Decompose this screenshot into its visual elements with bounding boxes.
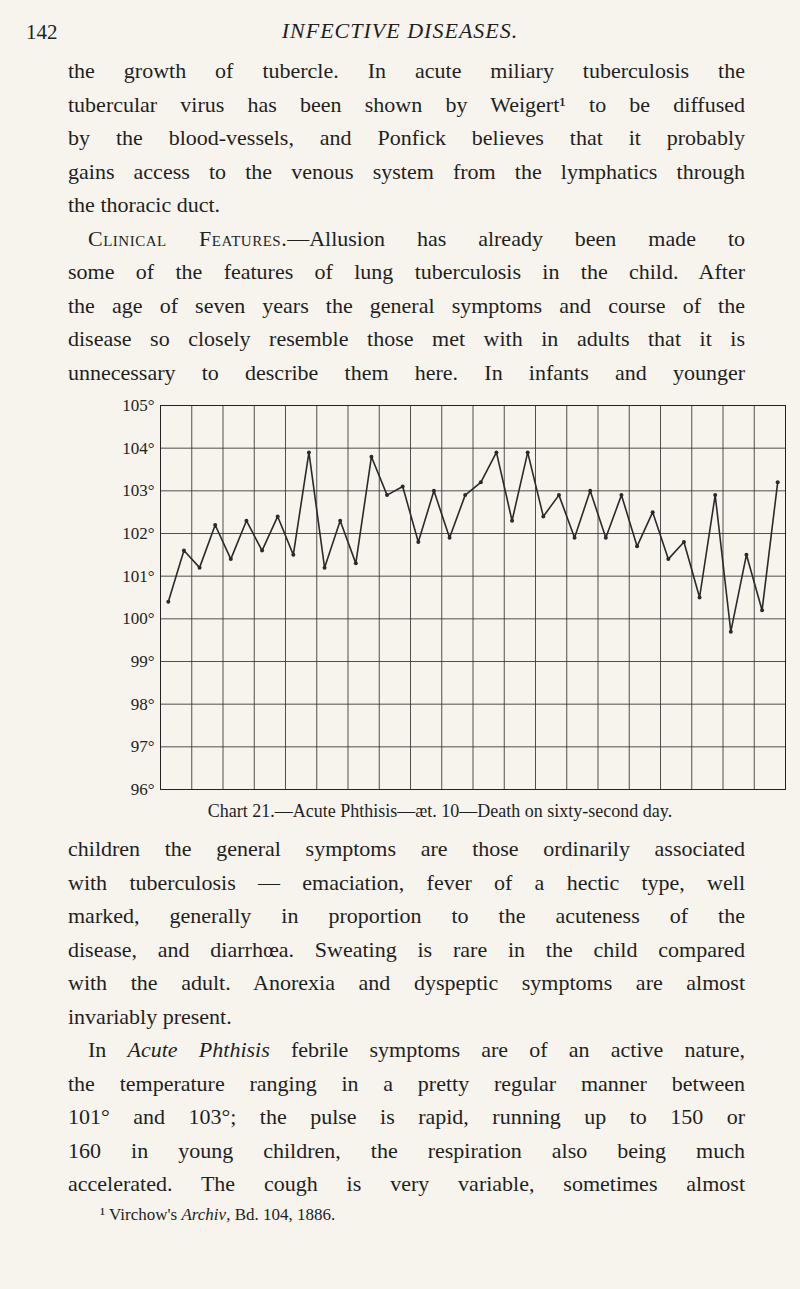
html-text:gains access to the venous sys: gains access to the venous system from t… <box>68 158 745 184</box>
svg-text:105°: 105° <box>122 397 154 415</box>
svg-text:102°: 102° <box>122 524 154 543</box>
html-text:by the blood-vessels, and Ponf: by the blood-vessels, and Ponfick believ… <box>68 125 745 150</box>
svg-text:96°: 96° <box>131 780 155 797</box>
html-text:In Acute Phthisis febrile symp: In Acute Phthisis febrile symptoms are o… <box>88 1037 745 1062</box>
html-text:invariably present.: invariably present. <box>68 1003 232 1029</box>
html-text:160 in young children, the res: 160 in young children, the respiration a… <box>68 1137 745 1163</box>
svg-text:99°: 99° <box>131 652 155 671</box>
html-text:INFECTIVE DISEASES.: INFECTIVE DISEASES. <box>281 18 519 43</box>
svg-text:103°: 103° <box>122 481 154 500</box>
html-text:children the general symptoms: children the general symptoms are those … <box>68 836 745 861</box>
html-text:disease, and diarrhœa. Sweatin: disease, and diarrhœa. Sweating is rare … <box>68 936 745 962</box>
html-text:disease so closely resemble th: disease so closely resemble those met wi… <box>68 326 745 351</box>
html-text:the thoracic duct.: the thoracic duct. <box>68 192 221 217</box>
svg-text:98°: 98° <box>131 695 155 714</box>
svg-text:101°: 101° <box>122 567 154 586</box>
html-text:¹ Virchow's Archiv, Bd. 104, 1: ¹ Virchow's Archiv, Bd. 104, 1886. <box>100 1204 336 1224</box>
html-text:tubercular virus has been show: tubercular virus has been shown by Weige… <box>68 91 745 117</box>
html-text:the temperature ranging in a p: the temperature ranging in a pretty regu… <box>68 1070 745 1096</box>
svg-text:100°: 100° <box>122 609 154 628</box>
html-text:Chart 21.—Acute Phthisis—æt. 1: Chart 21.—Acute Phthisis—æt. 10—Death on… <box>207 801 673 821</box>
html-text:Clinical Features. —Allusion h: Clinical Features. —Allusion has already… <box>88 225 745 251</box>
html-text:with tuberculosis — emaciation: with tuberculosis — emaciation, fever of… <box>68 869 745 895</box>
html-text:with the adult. Anorexia and d: with the adult. Anorexia and dyspeptic s… <box>68 970 745 995</box>
html-text:marked, generally in proportio: marked, generally in proportion to the a… <box>68 903 745 928</box>
html-text:101° and 103°; the pulse is ra: 101° and 103°; the pulse is rapid, runni… <box>68 1104 745 1129</box>
html-text:accelerated. The cough is very: accelerated. The cough is very variable,… <box>68 1171 745 1196</box>
svg-text:104°: 104° <box>122 439 154 458</box>
html-text:unnecessary to describe them h: unnecessary to describe them here. In in… <box>68 359 745 385</box>
svg-text:97°: 97° <box>131 737 155 756</box>
html-text:some of the features of lung t: some of the features of lung tuberculosi… <box>68 259 745 284</box>
html-text:142: 142 <box>26 20 58 44</box>
html-text:the age of seven years the gen: the age of seven years the general sympt… <box>68 292 745 318</box>
html-text:the growth of tubercle. In acu: the growth of tubercle. In acute miliary… <box>68 58 745 83</box>
